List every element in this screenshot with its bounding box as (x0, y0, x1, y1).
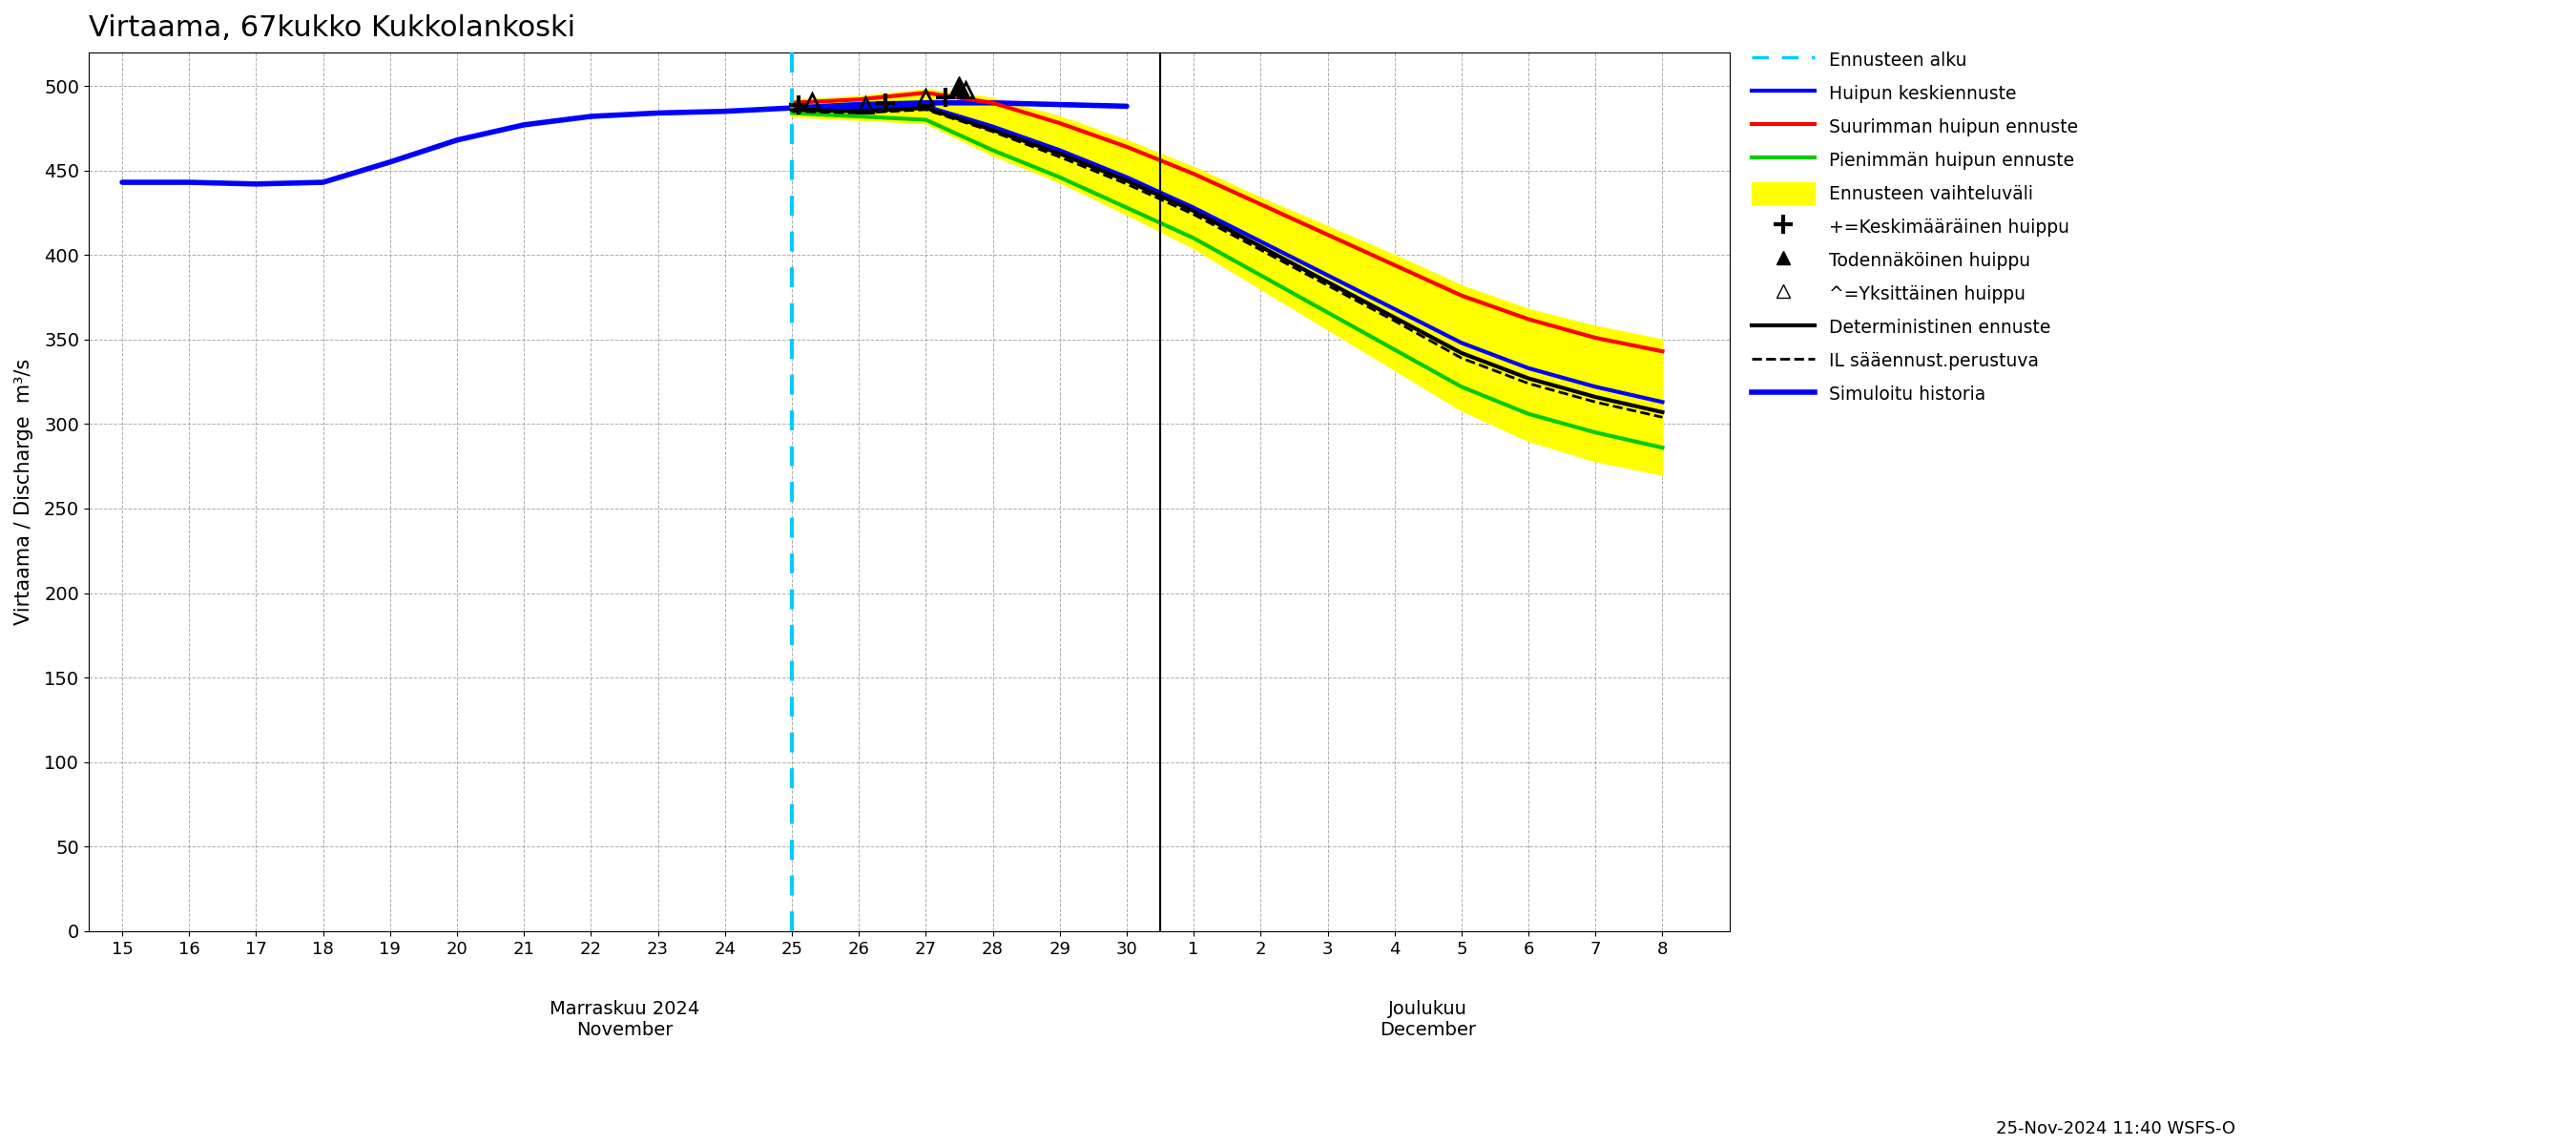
Text: Virtaama, 67kukko Kukkolankoski: Virtaama, 67kukko Kukkolankoski (88, 14, 574, 42)
Legend: Ennusteen alku, Huipun keskiennuste, Suurimman huipun ennuste, Pienimmän huipun : Ennusteen alku, Huipun keskiennuste, Suu… (1747, 44, 2084, 411)
Text: Marraskuu 2024
November: Marraskuu 2024 November (549, 1000, 701, 1040)
Y-axis label: Virtaama / Discharge  m³/s: Virtaama / Discharge m³/s (15, 358, 33, 625)
Text: 25-Nov-2024 11:40 WSFS-O: 25-Nov-2024 11:40 WSFS-O (1996, 1120, 2236, 1137)
Text: Joulukuu
December: Joulukuu December (1381, 1000, 1476, 1040)
